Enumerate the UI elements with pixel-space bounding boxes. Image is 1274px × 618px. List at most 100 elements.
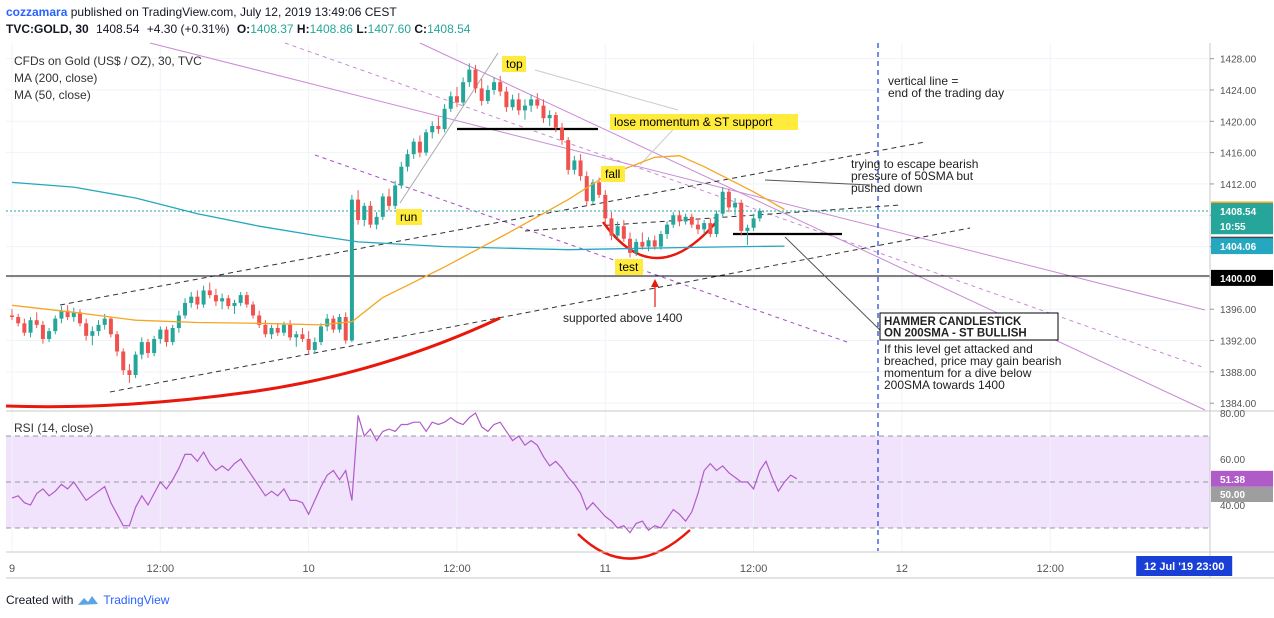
candle-body: [349, 199, 354, 341]
candle-body: [547, 115, 552, 119]
candle-body: [665, 224, 670, 235]
candle-body: [108, 318, 113, 335]
candle-body: [702, 223, 707, 230]
candle-body: [288, 324, 293, 338]
rsi-legend: RSI (14, close): [14, 421, 93, 435]
candle-body: [535, 99, 540, 106]
candle-body: [121, 351, 126, 371]
candle-body: [498, 82, 503, 92]
candle-body: [220, 298, 225, 302]
candle-body: [448, 96, 453, 109]
candle-body: [53, 318, 58, 332]
ma200-legend: MA (200, close): [14, 71, 97, 85]
candle-body: [590, 182, 595, 202]
candle-body: [745, 227, 750, 231]
candle-body: [671, 215, 676, 225]
candle-body: [28, 320, 33, 333]
candle-body: [306, 338, 311, 350]
candle-body: [640, 241, 645, 247]
candle-body: [504, 91, 509, 108]
time-highlight-label: 12 Jul '19 23:00: [1144, 561, 1224, 573]
candle-body: [522, 105, 527, 111]
candle-body: [77, 312, 82, 324]
price-tick-label: 1428.00: [1220, 55, 1257, 66]
candle-body: [102, 318, 107, 325]
candle-body: [251, 304, 256, 316]
price-marker: [1211, 269, 1273, 286]
time-highlight-box: [1136, 556, 1233, 576]
author-name[interactable]: cozzamara: [6, 5, 68, 19]
vertical-line-note: end of the trading day: [888, 86, 1004, 100]
rounded-bottom-arc: [601, 219, 719, 260]
hammer-note: ON 200SMA - ST BULLISH: [884, 328, 1027, 340]
candle-body: [374, 216, 379, 225]
candle-body: [411, 141, 416, 155]
descending-channel-mid-dashed: [284, 42, 1206, 369]
candle-body: [436, 125, 441, 130]
candle-body: [115, 334, 120, 352]
candle-body: [479, 88, 484, 101]
candle-body: [158, 329, 163, 339]
price-tick-label: 1416.00: [1220, 149, 1257, 160]
price-marker: [1211, 238, 1273, 255]
callout-test: test: [619, 260, 639, 274]
time-tick-label: 12: [896, 563, 908, 575]
candle-body: [34, 320, 39, 325]
candle-body: [646, 240, 651, 247]
candle-body: [492, 82, 497, 90]
candle-body: [362, 205, 367, 220]
time-tick-label: 9: [9, 563, 15, 575]
candle-body: [10, 315, 14, 318]
candle-body: [96, 324, 101, 332]
high-label: H:: [296, 22, 310, 36]
candle-body: [40, 324, 45, 339]
candle-body: [405, 154, 410, 167]
rsi-rounded-bottom-arc: [577, 529, 691, 560]
candle-body: [368, 205, 373, 225]
time-tick-label: 11: [600, 563, 611, 575]
run-arrow-line: [399, 52, 499, 204]
candle-body: [195, 296, 200, 305]
candle-body: [417, 141, 422, 153]
callout-lose-momentum-bg: [610, 114, 798, 130]
footer: Created with TradingView: [6, 593, 169, 607]
price-marker: [1211, 203, 1273, 220]
price-marker-label: 1404.06: [1220, 242, 1257, 253]
rsi-last-marker-label: 51.38: [1220, 475, 1245, 486]
candle-body: [133, 354, 138, 375]
candle-body: [658, 234, 663, 247]
callout-top: top: [506, 57, 523, 71]
candle-body: [609, 218, 614, 236]
published-text: published on TradingView.com, July 12, 2…: [70, 5, 397, 19]
candle-body: [84, 323, 89, 336]
candle-body: [319, 326, 323, 343]
chart-title-legend: CFDs on Gold (US$ / OZ), 30, TVC: [14, 54, 202, 68]
rsi-mid-marker-label: 50.00: [1220, 490, 1245, 501]
candle-body: [652, 240, 657, 247]
price-tick-label: 1420.00: [1220, 117, 1257, 128]
price-tick-label: 1412.00: [1220, 180, 1257, 191]
candle-body: [708, 223, 713, 235]
candle-body: [22, 323, 27, 333]
hammer-pointer-line: [784, 236, 884, 334]
candle-body: [615, 226, 620, 236]
escape-note: pushed down: [851, 181, 922, 195]
candle-body: [430, 125, 435, 133]
candle-body: [739, 202, 744, 231]
high-value: 1408.86: [309, 22, 353, 36]
escape-pointer-line: [764, 179, 871, 186]
ascending-channel-lower: [109, 227, 971, 393]
candle-body: [677, 215, 682, 222]
candle-body: [628, 238, 632, 253]
symbol-label: TVC:GOLD, 30: [6, 22, 89, 36]
candle-body: [473, 69, 478, 89]
time-tick-label: 10: [303, 563, 315, 575]
price-tick-label: 1396.00: [1220, 305, 1257, 316]
candle-body: [356, 199, 361, 220]
candle-body: [442, 108, 447, 130]
ma200-line: [11, 181, 785, 251]
tradingview-brand-link[interactable]: TradingView: [103, 593, 170, 607]
price-tick-label: 1392.00: [1220, 337, 1257, 348]
candle-body: [560, 127, 565, 141]
